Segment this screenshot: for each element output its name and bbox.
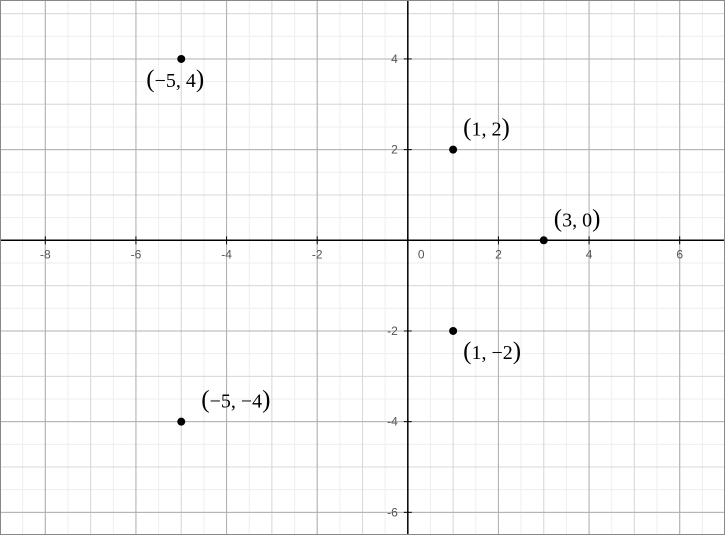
y-tick-label: 4 [391, 52, 398, 66]
scatter-point [177, 418, 185, 426]
scatter-point [177, 55, 185, 63]
point-label: (3, 0) [554, 205, 601, 232]
y-tick-label: -2 [387, 324, 398, 338]
scatter-point [449, 146, 457, 154]
x-tick-label: 2 [495, 247, 502, 261]
point-label: (1, −2) [463, 338, 521, 365]
point-label: (1, 2) [463, 115, 510, 142]
coordinate-plane-chart: -8 -6 -4 -2 0 2 4 6 -6 -4 -2 2 4 (−5, 4) (1, 2) (3, 0) (… [0, 0, 725, 535]
x-tick-label: -2 [312, 247, 323, 261]
chart-svg: -8 -6 -4 -2 0 2 4 6 -6 -4 -2 2 4 (−5, 4) (1, 2) (3, 0) (… [0, 0, 725, 535]
point-label: (−5, −4) [201, 387, 270, 414]
x-tick-label: -8 [40, 247, 51, 261]
x-tick-label: -6 [131, 247, 142, 261]
y-tick-label: -4 [387, 415, 398, 429]
scatter-point [449, 327, 457, 335]
scatter-point [540, 236, 548, 244]
x-tick-label: 6 [676, 247, 683, 261]
x-tick-label: 4 [586, 247, 593, 261]
point-label: (−5, 4) [146, 66, 204, 93]
x-tick-label: 0 [418, 247, 425, 261]
y-tick-label: -6 [387, 505, 398, 519]
x-tick-label: -4 [221, 247, 232, 261]
y-tick-label: 2 [391, 143, 398, 157]
